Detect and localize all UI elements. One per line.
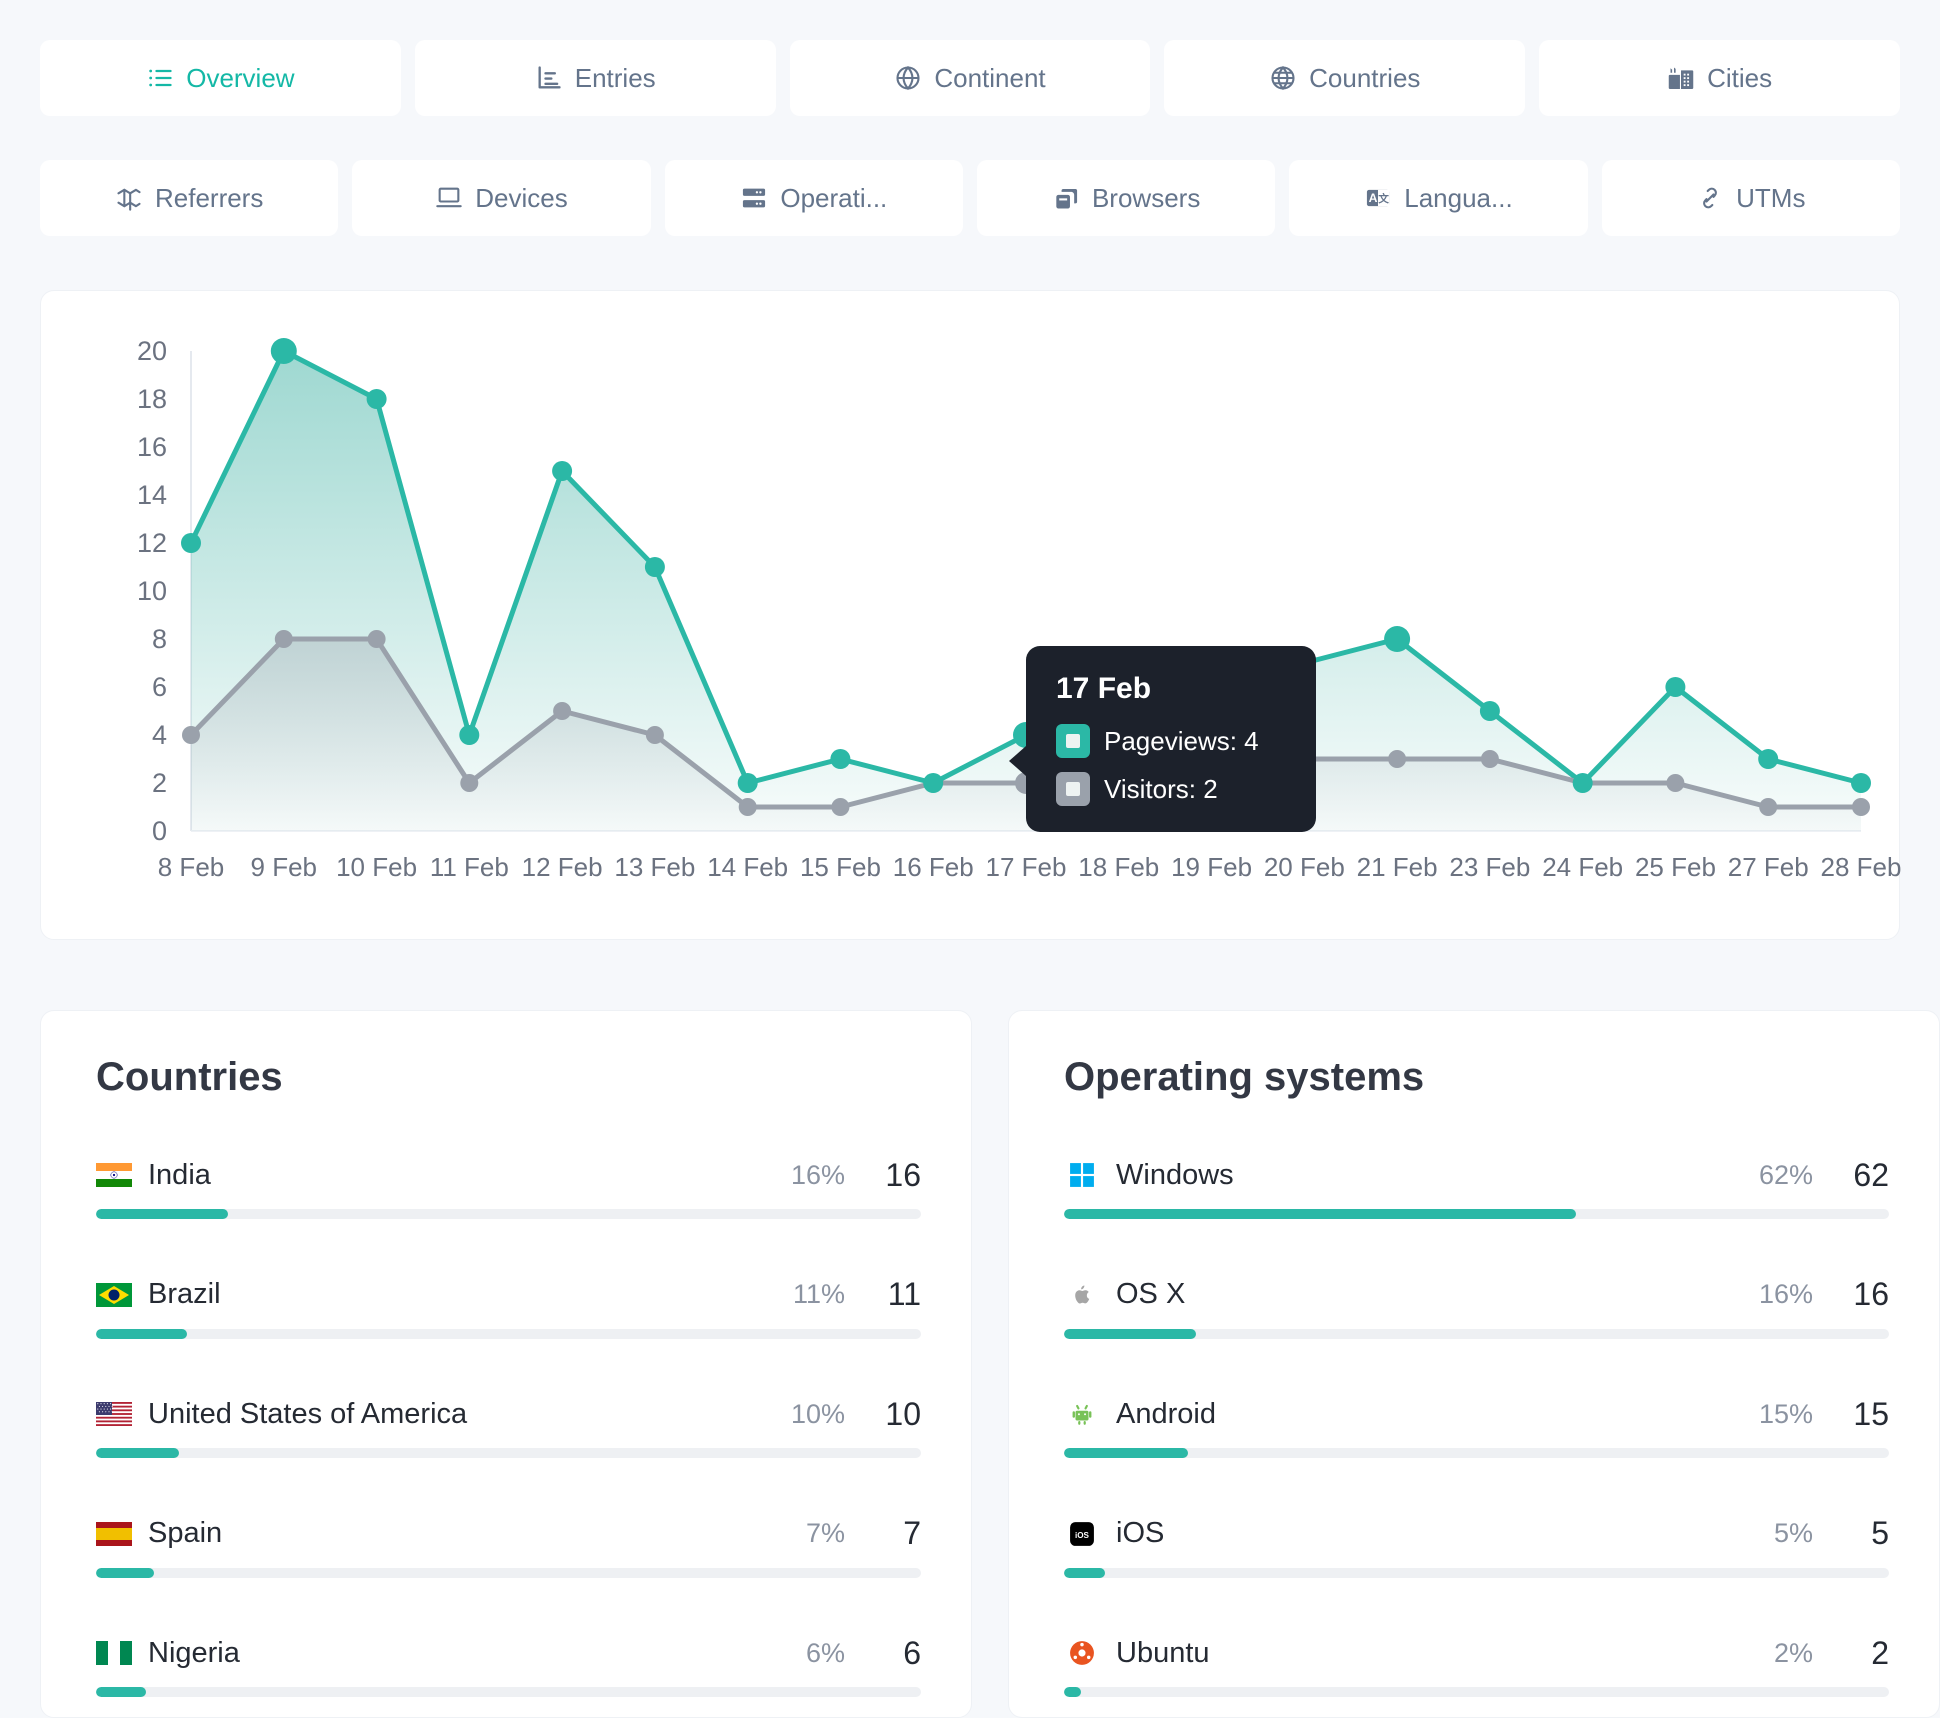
svg-text:10 Feb: 10 Feb bbox=[336, 852, 417, 882]
svg-text:20: 20 bbox=[137, 336, 167, 366]
svg-text:2: 2 bbox=[152, 768, 167, 798]
svg-text:文: 文 bbox=[1378, 192, 1390, 205]
svg-text:iOS: iOS bbox=[1075, 1531, 1090, 1540]
svg-text:A: A bbox=[1369, 191, 1378, 205]
svg-text:15 Feb: 15 Feb bbox=[800, 852, 881, 882]
svg-text:10: 10 bbox=[137, 576, 167, 606]
svg-text:16 Feb: 16 Feb bbox=[893, 852, 974, 882]
svg-text:8: 8 bbox=[152, 624, 167, 654]
svg-text:12 Feb: 12 Feb bbox=[522, 852, 603, 882]
svg-text:0: 0 bbox=[152, 816, 167, 846]
svg-text:16: 16 bbox=[137, 432, 167, 462]
svg-text:28 Feb: 28 Feb bbox=[1821, 852, 1901, 882]
svg-text:25 Feb: 25 Feb bbox=[1635, 852, 1716, 882]
svg-text:6: 6 bbox=[152, 672, 167, 702]
svg-text:18: 18 bbox=[137, 384, 167, 414]
svg-text:9 Feb: 9 Feb bbox=[251, 852, 318, 882]
svg-text:23 Feb: 23 Feb bbox=[1449, 852, 1530, 882]
svg-text:24 Feb: 24 Feb bbox=[1542, 852, 1623, 882]
svg-text:14 Feb: 14 Feb bbox=[707, 852, 788, 882]
svg-text:8 Feb: 8 Feb bbox=[158, 852, 225, 882]
svg-text:14: 14 bbox=[137, 480, 167, 510]
svg-text:18 Feb: 18 Feb bbox=[1078, 852, 1159, 882]
svg-text:13 Feb: 13 Feb bbox=[614, 852, 695, 882]
svg-text:4: 4 bbox=[152, 720, 167, 750]
svg-text:27 Feb: 27 Feb bbox=[1728, 852, 1809, 882]
svg-text:19 Feb: 19 Feb bbox=[1171, 852, 1252, 882]
svg-text:21 Feb: 21 Feb bbox=[1357, 852, 1438, 882]
svg-text:17 Feb: 17 Feb bbox=[986, 852, 1067, 882]
svg-text:11 Feb: 11 Feb bbox=[430, 852, 509, 882]
svg-text:12: 12 bbox=[137, 528, 167, 558]
svg-text:20 Feb: 20 Feb bbox=[1264, 852, 1345, 882]
